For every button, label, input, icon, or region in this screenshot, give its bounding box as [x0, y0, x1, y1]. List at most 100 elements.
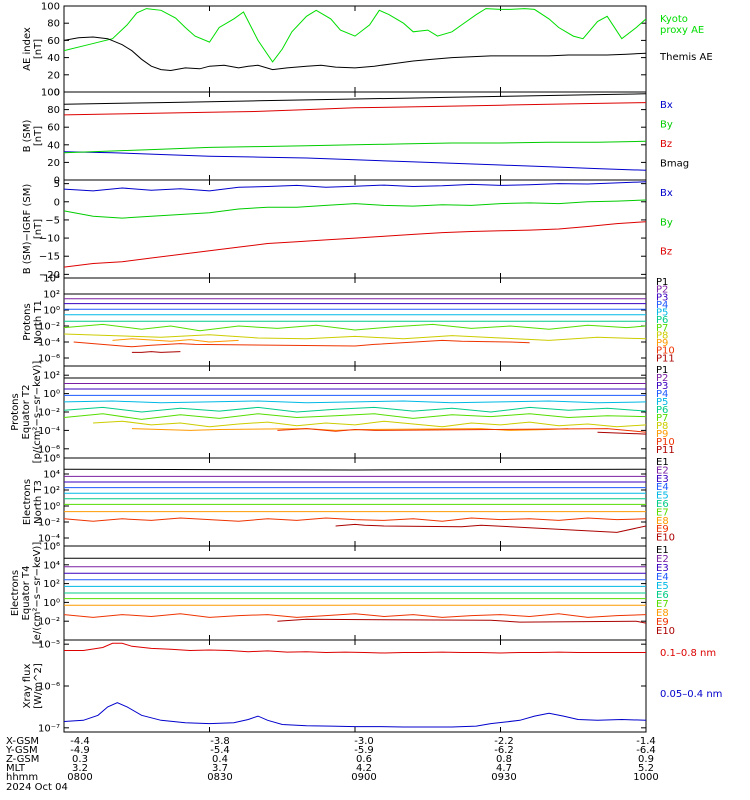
- series-group: [64, 377, 646, 435]
- y-axis-label: Electrons North T3: [22, 479, 44, 525]
- y-tick-label: 5: [54, 179, 60, 190]
- legend-entry: E9: [656, 617, 669, 628]
- legend-entry: Bz: [660, 139, 672, 150]
- legend-entry: P8: [656, 330, 668, 341]
- legend-entry: P4: [656, 300, 668, 311]
- series-line-p9: [112, 338, 239, 343]
- y-axis-label: B (SM) [nT]: [22, 119, 44, 152]
- y-tick-label: 100: [41, 88, 60, 99]
- y-tick-label: 10⁶: [43, 542, 60, 553]
- legend-entry: P6: [656, 405, 668, 416]
- legend-entry: E10: [656, 533, 675, 544]
- footer-value: -3.8: [210, 736, 230, 747]
- footer-value: 1000: [633, 772, 658, 783]
- legend-entry: proxy AE: [660, 25, 704, 36]
- footer-value: -2.2: [494, 736, 514, 747]
- y-tick-label: 10²: [43, 579, 60, 590]
- legend-entry: Bx: [660, 188, 673, 199]
- footer-row-label: MLT: [6, 763, 26, 774]
- y-tick-label: 10⁰: [43, 502, 60, 513]
- y-axis-label-line: [W/m^2]: [33, 663, 44, 709]
- y-axis-label-line: Protons: [22, 303, 33, 340]
- legend-entry: By: [660, 120, 673, 131]
- footer-value: 0900: [351, 772, 376, 783]
- legend-entry: P4: [656, 389, 668, 400]
- y-tick-label: 0: [54, 88, 60, 99]
- series-line-e9: [64, 613, 646, 618]
- footer-date: 2024 Oct 04: [6, 782, 68, 793]
- legend-entry: E7: [656, 599, 669, 610]
- y-tick-label: 10⁻⁴: [38, 426, 60, 437]
- legend-entry: Bz: [660, 247, 672, 258]
- y-axis-label: AE index [nT]: [22, 27, 44, 71]
- series-line-p5: [64, 400, 646, 404]
- legend-entry: P9: [656, 338, 668, 349]
- series-line-bx: [64, 181, 646, 192]
- series-line-bx: [64, 151, 646, 171]
- series-group: [64, 293, 646, 353]
- series-line-e9: [64, 517, 646, 522]
- y-axis-label-line: [p/(cm²−s−sr−keV)]: [32, 361, 43, 464]
- y-tick-label: 10⁻⁶: [38, 354, 60, 365]
- footer-value: 0.3: [72, 754, 88, 765]
- legend-entry: P6: [656, 315, 668, 326]
- legend-entry: 0.05–0.4 nm: [660, 689, 722, 700]
- series-line-e10: [335, 523, 646, 533]
- legend: Bx By Bz Bmag: [660, 100, 689, 170]
- legend-entry: E3: [656, 563, 669, 574]
- y-tick-label: 10⁰: [43, 306, 60, 317]
- y-tick-label: 10⁰: [43, 598, 60, 609]
- footer-value: 4.7: [496, 763, 512, 774]
- legend-entry: 0.1–0.8 nm: [660, 648, 716, 659]
- legend: Bx By Bz: [660, 188, 673, 258]
- footer-value: 0930: [491, 772, 516, 783]
- y-axis-label-line: [nT]: [33, 219, 44, 239]
- footer-value: -6.2: [494, 745, 514, 756]
- legend-entry: E7: [656, 507, 669, 518]
- legend-entry: P5: [656, 308, 668, 319]
- y-axis-label-line: Equator T2: [21, 385, 32, 440]
- y-axis-label-line: B (SM): [22, 119, 33, 152]
- legend-entry: E6: [656, 499, 669, 510]
- footer-value: 0.4: [212, 754, 228, 765]
- y-tick-label: 80: [47, 105, 60, 116]
- series-group: [64, 8, 646, 72]
- y-axis-label-line: Protons: [10, 393, 21, 430]
- series-line-bz: [64, 102, 646, 116]
- series-line-p9: [131, 428, 569, 431]
- y-tick-label: 20: [47, 158, 60, 169]
- y-tick-label: 40: [47, 140, 60, 151]
- series-line-e1: [64, 468, 646, 471]
- panel-frame: [63, 5, 647, 93]
- legend: 0.1–0.8 nm 0.05–0.4 nm: [660, 648, 722, 700]
- y-tick-label: 10⁻⁴: [38, 534, 60, 545]
- y-tick-label: −10: [39, 234, 60, 245]
- y-tick-label: 60: [47, 123, 60, 134]
- y-axis-label: B (SM)−IGRF (SM) [nT]: [22, 184, 44, 275]
- footer-value: -5.9: [354, 745, 374, 756]
- series-line-e10: [277, 618, 646, 624]
- y-axis-label-line: AE index: [22, 27, 33, 71]
- legend-entry: P10: [656, 346, 675, 357]
- series-group: [64, 557, 646, 624]
- y-tick-label: 10⁰: [43, 389, 60, 400]
- y-axis-label: Electrons Equator T4 [e/(cm²−s−sr−keV)]: [10, 542, 43, 645]
- legend-entry: E6: [656, 590, 669, 601]
- y-axis-label: Protons North T1: [22, 300, 44, 344]
- legend-entry: P10: [656, 437, 675, 448]
- legend-entry: By: [660, 217, 673, 228]
- y-tick-label: 0: [54, 197, 60, 208]
- series-line-p7: [64, 323, 646, 332]
- series-line-0-1-0-8-nm: [64, 642, 646, 654]
- series-line-bz: [64, 221, 646, 268]
- y-tick-label: 100: [41, 2, 60, 13]
- legend-entry: Bmag: [660, 159, 689, 170]
- y-axis-label: Protons Equator T2 [p/(cm²−s−sr−keV)]: [10, 361, 43, 464]
